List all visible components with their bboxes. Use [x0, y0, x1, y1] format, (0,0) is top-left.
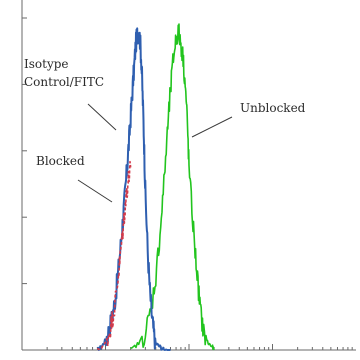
series-line-unblocked: [130, 23, 215, 351]
x-ticks: [21, 344, 353, 350]
annotation-isotype-line1: Isotype: [24, 57, 69, 71]
annotation-unblocked: Unblocked: [240, 101, 306, 115]
annotation-isotype-line2: Control/FITC: [24, 75, 104, 89]
pointer-blocked: [77, 179, 113, 203]
series-line-isotype-control-fitc: [96, 27, 171, 351]
pointer-isotype: [87, 103, 117, 131]
series-line-blocked: [96, 160, 132, 351]
pointer-unblocked: [191, 116, 233, 138]
y-ticks: [22, 17, 27, 285]
series-layer: [96, 23, 215, 351]
annotations: Isotype Control/FITC Blocked Unblocked: [24, 57, 306, 203]
annotation-blocked: Blocked: [36, 154, 85, 168]
